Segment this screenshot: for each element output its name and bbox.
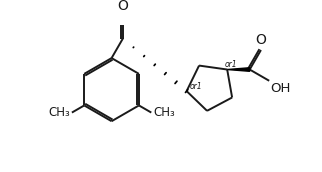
- Text: O: O: [118, 0, 128, 13]
- Text: OH: OH: [270, 82, 291, 95]
- Polygon shape: [227, 68, 250, 71]
- Text: CH₃: CH₃: [154, 106, 175, 119]
- Text: CH₃: CH₃: [48, 106, 70, 119]
- Text: O: O: [256, 33, 266, 47]
- Text: or1: or1: [225, 60, 238, 69]
- Text: or1: or1: [190, 82, 203, 91]
